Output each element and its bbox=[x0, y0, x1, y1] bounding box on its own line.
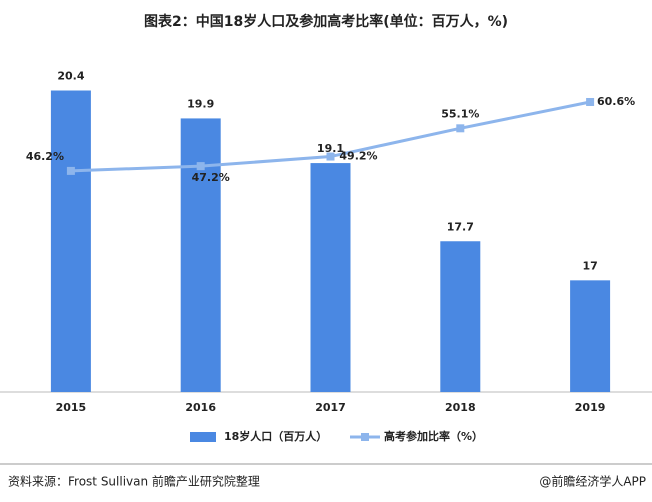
legend-label: 高考参加比率（%） bbox=[384, 429, 483, 443]
bar-value-label: 20.4 bbox=[57, 70, 84, 83]
line-value-label: 55.1% bbox=[441, 107, 479, 120]
line-value-label: 49.2% bbox=[339, 150, 377, 163]
line-marker bbox=[196, 162, 205, 171]
bar-value-label: 17 bbox=[582, 259, 597, 272]
x-tick-label: 2018 bbox=[445, 401, 476, 414]
line bbox=[70, 100, 591, 173]
legend-swatch bbox=[361, 433, 369, 441]
line-marker bbox=[326, 152, 335, 161]
bar bbox=[310, 163, 351, 392]
legend-label: 18岁人口（百万人） bbox=[224, 429, 327, 443]
x-tick-label: 2019 bbox=[575, 401, 606, 414]
x-tick-label: 2016 bbox=[185, 401, 216, 414]
bar-value-label: 17.7 bbox=[447, 220, 474, 233]
x-tick-label: 2015 bbox=[56, 401, 87, 414]
chart-title: 图表2：中国18岁人口及参加高考比率(单位：百万人，%) bbox=[144, 13, 508, 30]
line-marker bbox=[66, 166, 75, 175]
bar bbox=[570, 280, 611, 392]
source: 资料来源：Frost Sullivan 前瞻产业研究院整理 bbox=[8, 474, 260, 489]
line-value-label: 47.2% bbox=[192, 171, 230, 184]
bar bbox=[180, 118, 221, 393]
bar-value-label: 19.9 bbox=[187, 97, 214, 110]
x-tick-label: 2017 bbox=[315, 401, 346, 414]
brand: @前瞻经济学人APP bbox=[539, 474, 646, 489]
line-value-label: 46.2% bbox=[26, 150, 64, 163]
legend-swatch bbox=[190, 432, 216, 442]
bar-value-label: 19.1 bbox=[317, 142, 344, 155]
bar bbox=[440, 241, 481, 392]
bar bbox=[50, 90, 91, 392]
line-marker bbox=[456, 124, 465, 133]
line-marker bbox=[586, 97, 595, 106]
line-value-label: 60.6% bbox=[597, 95, 635, 108]
